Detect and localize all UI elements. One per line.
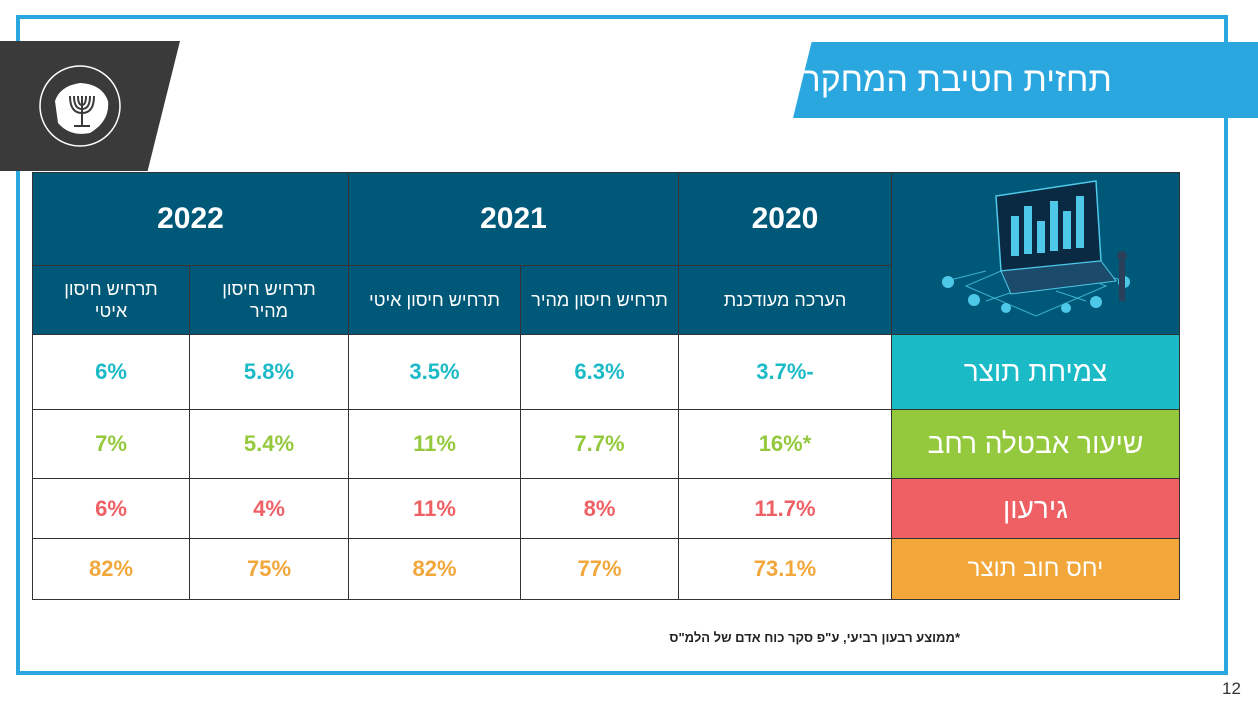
page-number: 12 xyxy=(1222,679,1241,698)
subheader-slow-vaccination-2022: תרחיש חיסון איטי xyxy=(32,265,190,335)
table-row-deficit: גירעון 11.7% 8% 11% 4% 6% xyxy=(32,478,1180,539)
row-label-gdp-growth: צמיחת תוצר xyxy=(891,334,1180,410)
cell-value: *16% xyxy=(678,409,892,479)
subheader-slow-vaccination-2021: תרחיש חיסון איטי xyxy=(348,265,521,335)
year-header-row: 2020 2021 2022 xyxy=(32,172,1180,335)
forecast-table: 2020 2021 2022 הערכה מעודכנת תרחיש חיסון… xyxy=(32,172,1180,600)
slide-title: תחזית חטיבת המחקר: xyxy=(793,42,1258,118)
header-image-cell xyxy=(891,172,1180,335)
bank-of-israel-logo-icon xyxy=(39,65,121,147)
cell-value: 8% xyxy=(520,478,679,539)
cell-value: 6.3% xyxy=(520,334,679,410)
cell-value: 82% xyxy=(32,538,190,600)
subheader-fast-vaccination-2021: תרחיש חיסון מהיר xyxy=(520,265,679,335)
table-row-gdp-growth: צמיחת תוצר -3.7% 6.3% 3.5% 5.8% 6% xyxy=(32,334,1180,410)
cell-value: 11.7% xyxy=(678,478,892,539)
year-header-2021: 2021 xyxy=(348,172,679,266)
slide-frame xyxy=(16,15,1228,675)
cell-value: 4% xyxy=(189,478,349,539)
row-label-debt-to-gdp: יחס חוב תוצר xyxy=(891,538,1180,600)
cell-value: 3.5% xyxy=(348,334,521,410)
cell-value: 7.7% xyxy=(520,409,679,479)
cell-value: 11% xyxy=(348,478,521,539)
footnote: *ממוצע רבעון רביעי, ע"פ סקר כוח אדם של ה… xyxy=(669,630,960,645)
cell-value: 5.8% xyxy=(189,334,349,410)
logo-panel xyxy=(0,41,180,171)
laptop-network-icon xyxy=(941,180,1130,317)
table-row-unemployment: שיעור אבטלה רחב *16% 7.7% 11% 5.4% 7% xyxy=(32,409,1180,479)
subheader-fast-vaccination-2022: תרחיש חיסון מהיר xyxy=(189,265,349,335)
cell-value: 82% xyxy=(348,538,521,600)
year-header-2020: 2020 xyxy=(678,172,892,266)
subheader-updated-estimate: הערכה מעודכנת xyxy=(678,265,892,335)
cell-value: 75% xyxy=(189,538,349,600)
cell-value: 77% xyxy=(520,538,679,600)
cell-value: 5.4% xyxy=(189,409,349,479)
row-label-unemployment: שיעור אבטלה רחב xyxy=(891,409,1180,479)
row-label-deficit: גירעון xyxy=(891,478,1180,539)
cell-value: 6% xyxy=(32,478,190,539)
table-row-debt-to-gdp: יחס חוב תוצר 73.1% 77% 82% 75% 82% xyxy=(32,538,1180,600)
cell-value: 6% xyxy=(32,334,190,410)
cell-value: 7% xyxy=(32,409,190,479)
cell-value: 11% xyxy=(348,409,521,479)
cell-value: -3.7% xyxy=(678,334,892,410)
year-header-2022: 2022 xyxy=(32,172,349,266)
cell-value: 73.1% xyxy=(678,538,892,600)
subheader-row: הערכה מעודכנת תרחיש חיסון מהיר תרחיש חיס… xyxy=(32,265,1180,335)
